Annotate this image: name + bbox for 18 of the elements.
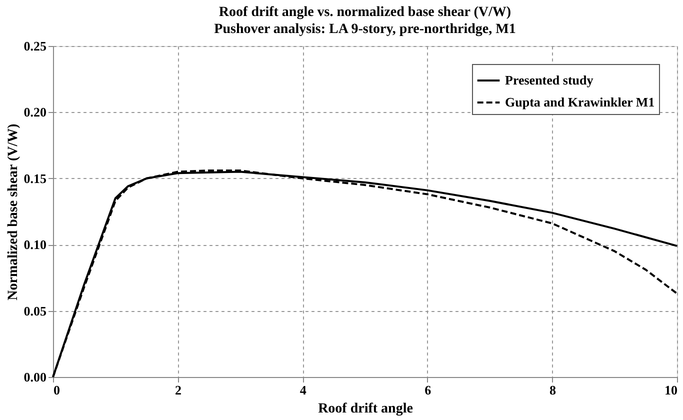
x-tick-label: 2 (175, 382, 182, 398)
y-tick-label: 0.10 (24, 237, 46, 252)
x-axis-title: Roof drift angle (318, 402, 413, 416)
legend-label: Presented study (505, 72, 594, 88)
x-tick-label: 0 (54, 382, 60, 398)
chart-title: Roof drift angle vs. normalized base shear (V/W) (218, 5, 512, 20)
x-tick-label: 8 (549, 382, 556, 398)
y-tick-label: 0.25 (24, 38, 47, 54)
x-tick-label: 4 (300, 382, 307, 398)
y-axis-title: Normalized base shear (V/W) (6, 123, 21, 300)
chart-subtitle: Pushover analysis: LA 9-story, pre-northridge, M1 (214, 22, 516, 37)
y-tick-label: 0.15 (24, 170, 47, 186)
legend-label: Gupta and Krawinkler M1 (505, 94, 655, 110)
y-tick-label: 0.20 (24, 104, 46, 120)
x-tick-label: 6 (424, 382, 432, 398)
x-tick-label: 10 (664, 382, 678, 398)
y-tick-label: 0.05 (24, 303, 47, 318)
y-tick-label: 0.00 (24, 370, 46, 384)
